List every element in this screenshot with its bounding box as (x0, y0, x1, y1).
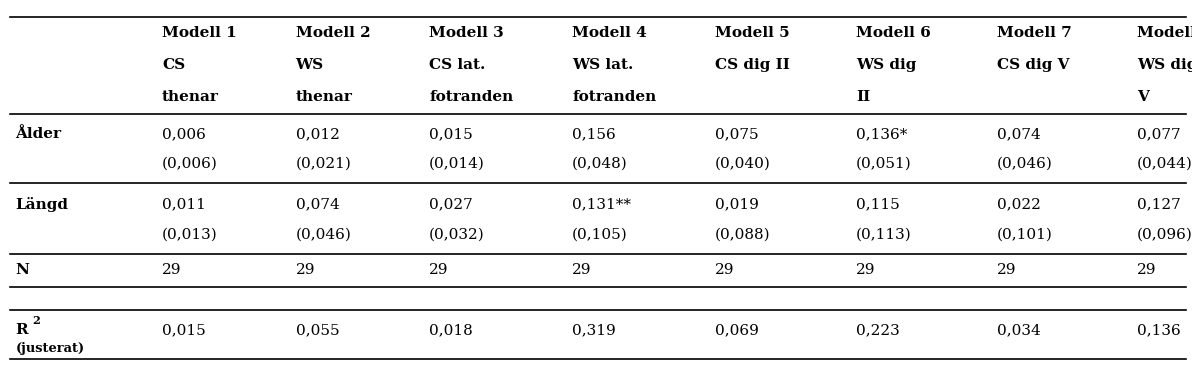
Text: 2: 2 (32, 316, 41, 326)
Text: 29: 29 (429, 263, 448, 278)
Text: (0,113): (0,113) (856, 228, 912, 241)
Text: WS dig: WS dig (1137, 58, 1192, 72)
Text: 29: 29 (296, 263, 315, 278)
Text: Modell 1: Modell 1 (162, 26, 237, 40)
Text: WS: WS (296, 58, 324, 72)
Text: (0,046): (0,046) (296, 228, 352, 241)
Text: (0,101): (0,101) (997, 228, 1053, 241)
Text: CS dig II: CS dig II (715, 58, 790, 72)
Text: (justerat): (justerat) (15, 342, 85, 355)
Text: (0,044): (0,044) (1137, 157, 1192, 171)
Text: 0,012: 0,012 (296, 128, 340, 141)
Text: 0,006: 0,006 (162, 128, 206, 141)
Text: 0,018: 0,018 (429, 323, 473, 337)
Text: Ålder: Ålder (15, 128, 62, 141)
Text: Modell 3: Modell 3 (429, 26, 504, 40)
Text: thenar: thenar (162, 90, 219, 104)
Text: 0,156: 0,156 (572, 128, 616, 141)
Text: 29: 29 (856, 263, 875, 278)
Text: fotranden: fotranden (572, 90, 657, 104)
Text: 0,074: 0,074 (997, 128, 1041, 141)
Text: thenar: thenar (296, 90, 353, 104)
Text: Modell 6: Modell 6 (856, 26, 931, 40)
Text: 0,136: 0,136 (1137, 323, 1181, 337)
Text: Modell 2: Modell 2 (296, 26, 371, 40)
Text: 0,055: 0,055 (296, 323, 340, 337)
Text: Modell 4: Modell 4 (572, 26, 647, 40)
Text: (0,088): (0,088) (715, 228, 771, 241)
Text: CS lat.: CS lat. (429, 58, 485, 72)
Text: 0,034: 0,034 (997, 323, 1041, 337)
Text: 0,077: 0,077 (1137, 128, 1181, 141)
Text: 0,319: 0,319 (572, 323, 616, 337)
Text: 0,131**: 0,131** (572, 197, 631, 211)
Text: CS dig V: CS dig V (997, 58, 1069, 72)
Text: 0,019: 0,019 (715, 197, 759, 211)
Text: 29: 29 (715, 263, 734, 278)
Text: 29: 29 (572, 263, 591, 278)
Text: (0,014): (0,014) (429, 157, 485, 171)
Text: fotranden: fotranden (429, 90, 514, 104)
Text: (0,006): (0,006) (162, 157, 218, 171)
Text: 0,011: 0,011 (162, 197, 206, 211)
Text: Modell 7: Modell 7 (997, 26, 1072, 40)
Text: CS: CS (162, 58, 185, 72)
Text: 0,136*: 0,136* (856, 128, 907, 141)
Text: 0,115: 0,115 (856, 197, 900, 211)
Text: WS dig: WS dig (856, 58, 917, 72)
Text: 0,127: 0,127 (1137, 197, 1181, 211)
Text: (0,013): (0,013) (162, 228, 218, 241)
Text: (0,105): (0,105) (572, 228, 628, 241)
Text: 0,223: 0,223 (856, 323, 900, 337)
Text: Modell 8: Modell 8 (1137, 26, 1192, 40)
Text: (0,032): (0,032) (429, 228, 485, 241)
Text: (0,096): (0,096) (1137, 228, 1192, 241)
Text: 0,027: 0,027 (429, 197, 473, 211)
Text: 0,015: 0,015 (162, 323, 206, 337)
Text: (0,040): (0,040) (715, 157, 771, 171)
Text: 0,069: 0,069 (715, 323, 759, 337)
Text: 0,022: 0,022 (997, 197, 1041, 211)
Text: 0,074: 0,074 (296, 197, 340, 211)
Text: Modell 5: Modell 5 (715, 26, 790, 40)
Text: 0,015: 0,015 (429, 128, 473, 141)
Text: 29: 29 (997, 263, 1016, 278)
Text: 29: 29 (1137, 263, 1156, 278)
Text: 0,075: 0,075 (715, 128, 759, 141)
Text: WS lat.: WS lat. (572, 58, 633, 72)
Text: R: R (15, 323, 29, 337)
Text: Längd: Längd (15, 197, 68, 211)
Text: (0,021): (0,021) (296, 157, 352, 171)
Text: V: V (1137, 90, 1149, 104)
Text: (0,046): (0,046) (997, 157, 1053, 171)
Text: II: II (856, 90, 870, 104)
Text: N: N (15, 263, 30, 278)
Text: (0,051): (0,051) (856, 157, 912, 171)
Text: 29: 29 (162, 263, 181, 278)
Text: (0,048): (0,048) (572, 157, 628, 171)
